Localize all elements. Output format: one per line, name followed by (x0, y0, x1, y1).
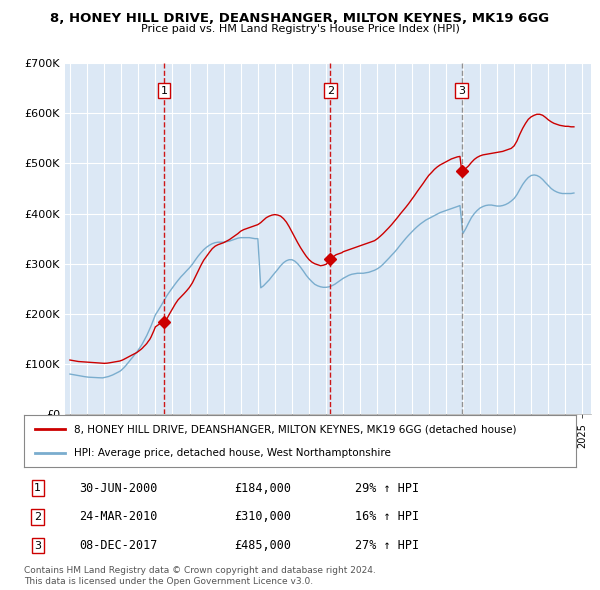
Text: HPI: Average price, detached house, West Northamptonshire: HPI: Average price, detached house, West… (74, 448, 391, 458)
Text: 16% ↑ HPI: 16% ↑ HPI (355, 510, 419, 523)
Text: 1: 1 (34, 483, 41, 493)
Text: 3: 3 (458, 86, 465, 96)
Text: 2: 2 (327, 86, 334, 96)
Text: £184,000: £184,000 (234, 481, 291, 494)
Text: 8, HONEY HILL DRIVE, DEANSHANGER, MILTON KEYNES, MK19 6GG: 8, HONEY HILL DRIVE, DEANSHANGER, MILTON… (50, 12, 550, 25)
Text: 08-DEC-2017: 08-DEC-2017 (79, 539, 158, 552)
Text: 8, HONEY HILL DRIVE, DEANSHANGER, MILTON KEYNES, MK19 6GG (detached house): 8, HONEY HILL DRIVE, DEANSHANGER, MILTON… (74, 424, 516, 434)
Text: 24-MAR-2010: 24-MAR-2010 (79, 510, 158, 523)
Text: 2: 2 (34, 512, 41, 522)
Text: 3: 3 (34, 540, 41, 550)
Text: 29% ↑ HPI: 29% ↑ HPI (355, 481, 419, 494)
Text: Price paid vs. HM Land Registry's House Price Index (HPI): Price paid vs. HM Land Registry's House … (140, 24, 460, 34)
Text: £310,000: £310,000 (234, 510, 291, 523)
Text: 30-JUN-2000: 30-JUN-2000 (79, 481, 158, 494)
Text: £485,000: £485,000 (234, 539, 291, 552)
Text: 1: 1 (160, 86, 167, 96)
Text: This data is licensed under the Open Government Licence v3.0.: This data is licensed under the Open Gov… (24, 577, 313, 586)
Text: 27% ↑ HPI: 27% ↑ HPI (355, 539, 419, 552)
Text: Contains HM Land Registry data © Crown copyright and database right 2024.: Contains HM Land Registry data © Crown c… (24, 566, 376, 575)
